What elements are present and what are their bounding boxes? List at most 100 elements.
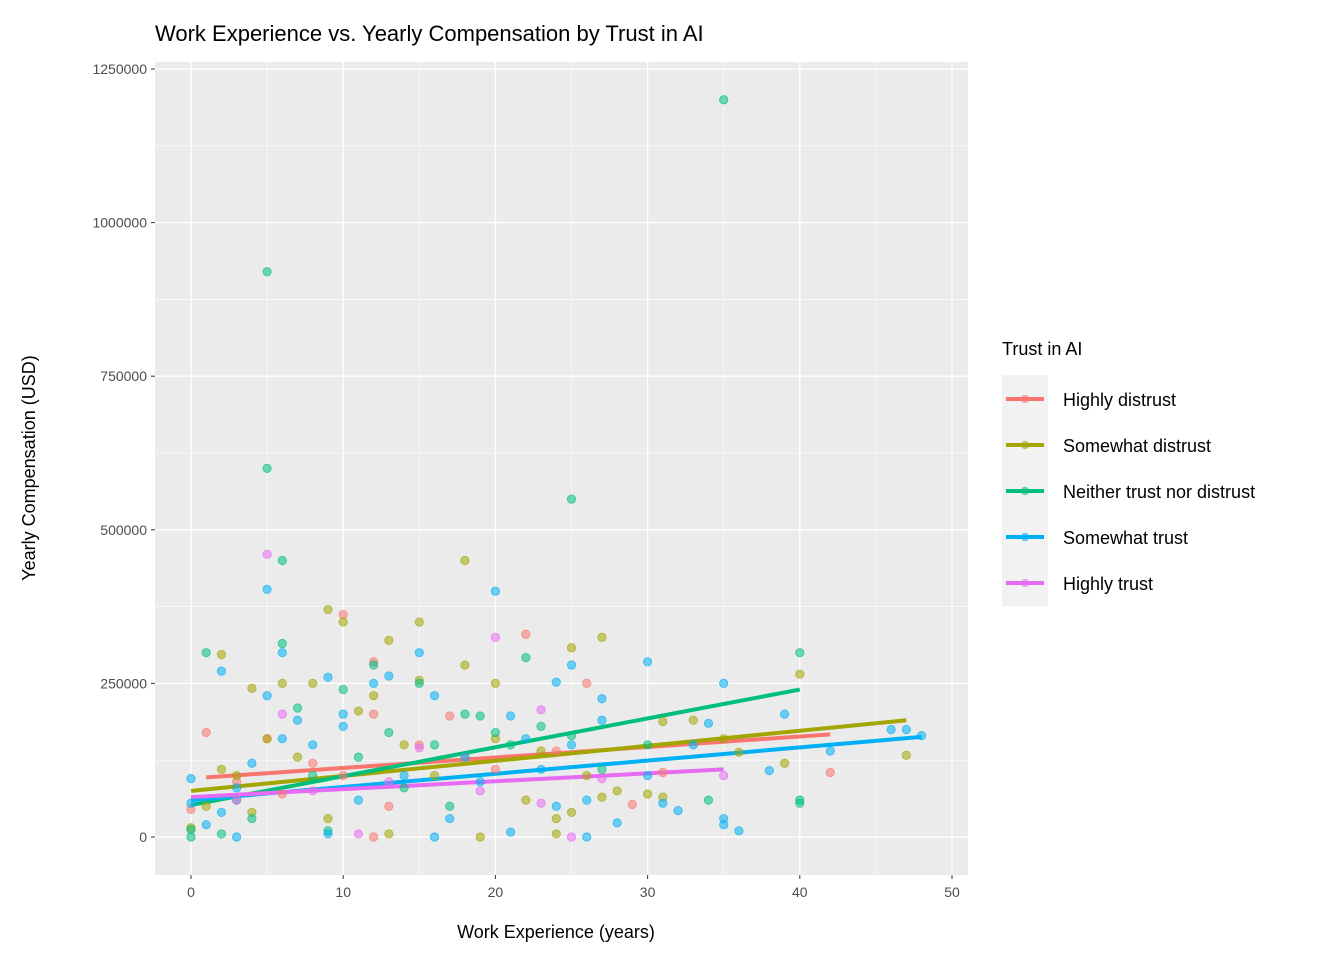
- data-point: [429, 740, 440, 750]
- legend-label: Somewhat trust: [1063, 528, 1188, 548]
- data-point: [216, 829, 227, 839]
- data-point: [551, 746, 561, 756]
- legend: Trust in AI Highly distrust Somewhat dist…: [1002, 339, 1255, 606]
- data-point: [566, 643, 577, 653]
- legend-label: Somewhat distrust: [1063, 436, 1211, 456]
- data-point: [277, 709, 287, 719]
- data-point: [490, 764, 500, 775]
- data-point: [308, 678, 318, 689]
- data-point: [338, 721, 348, 732]
- data-point: [719, 813, 729, 824]
- x-tick-label: 10: [335, 884, 351, 900]
- data-point: [642, 657, 653, 667]
- data-point: [551, 829, 561, 839]
- data-point: [597, 792, 607, 802]
- data-point: [612, 818, 622, 828]
- data-point: [597, 774, 607, 784]
- data-point: [779, 758, 790, 768]
- x-tick-label: 40: [792, 884, 808, 900]
- data-point: [232, 783, 242, 793]
- y-tick-label: 1000000: [92, 215, 147, 231]
- data-point: [308, 786, 318, 796]
- data-point: [901, 750, 911, 760]
- data-point: [536, 798, 546, 808]
- data-point: [475, 711, 485, 721]
- data-point: [795, 669, 805, 679]
- data-point: [384, 801, 394, 811]
- data-point: [688, 715, 698, 725]
- data-point: [414, 648, 424, 658]
- data-point: [658, 716, 668, 727]
- data-point: [262, 734, 272, 744]
- data-point: [369, 709, 379, 719]
- data-point: [521, 629, 531, 639]
- data-point: [414, 678, 424, 689]
- data-point: [703, 795, 714, 805]
- data-point: [308, 758, 318, 768]
- data-point: [916, 731, 927, 741]
- data-point: [262, 584, 272, 594]
- data-point: [506, 711, 516, 721]
- data-point: [338, 770, 348, 781]
- data-point: [338, 617, 348, 627]
- data-point: [566, 494, 577, 504]
- data-point: [201, 801, 211, 811]
- data-point: [612, 786, 622, 796]
- data-point: [277, 555, 287, 566]
- data-point: [658, 767, 668, 778]
- data-point: [399, 783, 409, 793]
- trend-line: [190, 687, 801, 808]
- data-point: [521, 734, 531, 744]
- legend-label: Neither trust nor distrust: [1063, 482, 1255, 502]
- data-point: [384, 635, 394, 645]
- data-point: [566, 740, 577, 750]
- data-point: [277, 789, 287, 799]
- data-point: [277, 678, 287, 689]
- data-point: [901, 724, 911, 735]
- data-point: [369, 660, 379, 670]
- data-point: [764, 766, 774, 776]
- data-point: [186, 825, 196, 835]
- data-point: [232, 795, 242, 805]
- data-point: [597, 715, 607, 725]
- data-point: [521, 652, 531, 663]
- data-point: [551, 801, 561, 811]
- data-point: [566, 731, 577, 741]
- data-point: [262, 267, 272, 277]
- data-point: [551, 813, 561, 824]
- data-point: [597, 694, 607, 704]
- data-point: [429, 770, 440, 781]
- data-point: [445, 711, 455, 721]
- y-tick-label: 1250000: [92, 61, 147, 77]
- plot-panel: [155, 62, 968, 875]
- data-point: [536, 705, 546, 715]
- data-point: [338, 684, 348, 695]
- data-point: [384, 829, 394, 839]
- data-point: [703, 718, 714, 728]
- data-point: [247, 758, 257, 768]
- legend-key-point: [1020, 394, 1030, 404]
- data-point: [825, 767, 835, 778]
- data-point: [536, 764, 546, 775]
- data-point: [414, 743, 424, 753]
- x-tick-label: 0: [187, 884, 195, 900]
- data-point: [201, 820, 211, 830]
- data-point: [232, 770, 242, 781]
- data-point: [719, 95, 729, 105]
- y-tick-label: 500000: [100, 522, 147, 538]
- data-point: [353, 829, 364, 839]
- data-point: [308, 770, 318, 781]
- data-point: [582, 678, 592, 689]
- data-point: [582, 770, 592, 781]
- data-point: [338, 709, 348, 719]
- data-point: [566, 807, 577, 818]
- data-point: [353, 752, 364, 762]
- data-point: [475, 777, 485, 787]
- data-point: [490, 586, 500, 596]
- data-point: [460, 752, 470, 762]
- data-point: [582, 832, 592, 842]
- data-point: [445, 813, 455, 824]
- data-point: [642, 789, 653, 799]
- data-point: [627, 799, 637, 810]
